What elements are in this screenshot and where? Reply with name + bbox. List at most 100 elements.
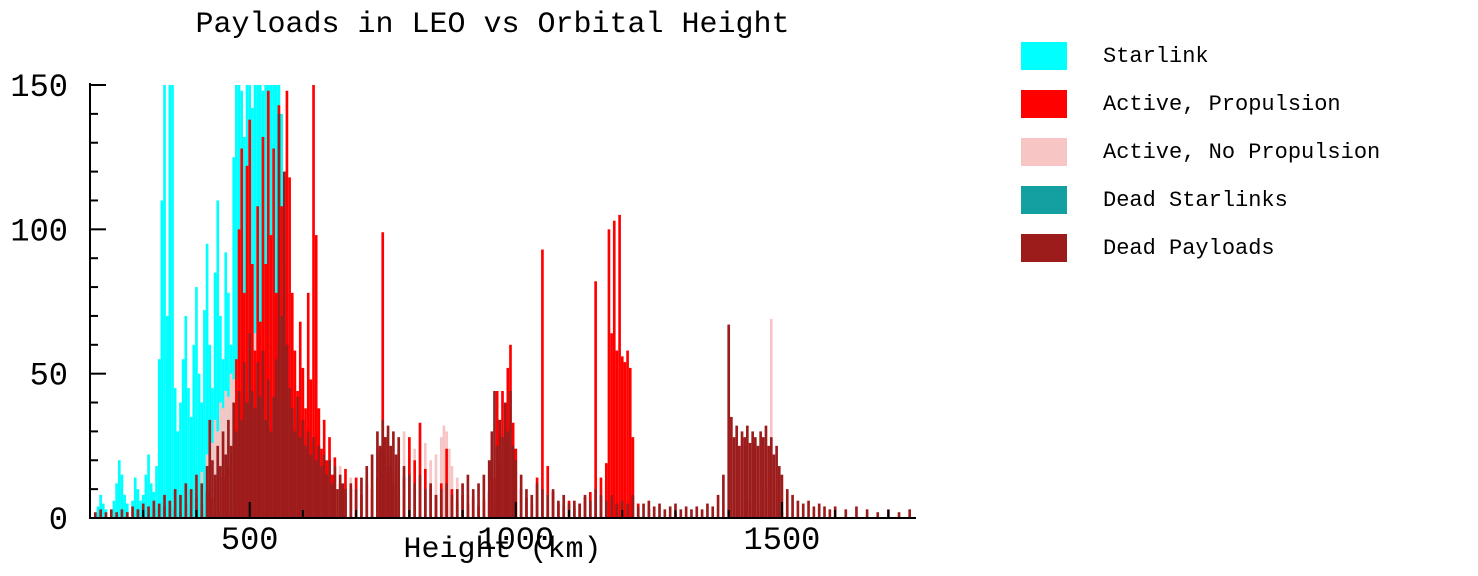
histogram-bar — [224, 454, 228, 518]
histogram-bar — [700, 509, 704, 518]
histogram-bar — [336, 489, 339, 518]
histogram-bar — [376, 431, 379, 518]
histogram-bar — [812, 506, 816, 518]
histogram-bar — [855, 506, 858, 518]
legend-label-dead-starlinks: Dead Starlinks — [1103, 187, 1288, 213]
histogram-bar — [152, 500, 156, 518]
histogram-bar — [519, 474, 523, 518]
histogram-bar — [136, 509, 140, 518]
histogram-bar — [738, 445, 741, 518]
histogram-bar — [727, 324, 731, 518]
histogram-bar — [269, 431, 273, 518]
histogram-bar — [434, 494, 438, 518]
histogram-bar — [133, 477, 137, 518]
histogram-bar — [312, 437, 315, 518]
histogram-bar — [477, 483, 480, 518]
histogram-bar — [626, 503, 629, 518]
histogram-bar — [187, 388, 190, 518]
histogram-bar — [541, 249, 544, 519]
histogram-bar — [256, 362, 259, 518]
histogram-bar — [620, 500, 624, 518]
histogram-bar — [759, 431, 762, 518]
histogram-bar — [557, 500, 560, 518]
histogram-bar — [237, 390, 241, 518]
histogram-bar — [205, 466, 209, 518]
histogram-bar — [743, 437, 747, 518]
histogram-bar — [147, 506, 150, 518]
histogram-bar — [594, 489, 597, 518]
histogram-bar — [144, 474, 148, 518]
histogram-bar — [285, 90, 289, 519]
histogram-bar — [264, 263, 267, 518]
histogram-bar — [844, 509, 848, 518]
histogram-bar — [594, 281, 597, 518]
histogram-bar — [165, 315, 169, 518]
histogram-bar — [115, 512, 118, 518]
histogram-bar — [498, 419, 502, 518]
histogram-bar — [211, 460, 214, 518]
y-tick-label: 50 — [30, 358, 68, 395]
x-axis-label: Height (km) — [403, 533, 602, 567]
histogram-bar — [266, 379, 270, 518]
histogram-bar — [240, 148, 244, 518]
histogram-bar — [232, 402, 236, 518]
legend-swatch-active-propulsion — [1021, 90, 1067, 118]
histogram-bar — [652, 506, 656, 518]
histogram-bar — [506, 431, 510, 518]
histogram-bar — [756, 445, 760, 518]
histogram-bar — [115, 483, 118, 518]
histogram-bar — [280, 315, 283, 518]
histogram-bar — [546, 466, 550, 518]
histogram-bar — [636, 506, 640, 518]
histogram-bar — [341, 483, 345, 518]
histogram-bar — [266, 90, 270, 519]
histogram-bar — [389, 445, 393, 518]
histogram-bar — [290, 292, 294, 518]
histogram-bar — [325, 474, 329, 518]
histogram-bar — [309, 454, 313, 518]
histogram-bar — [607, 229, 611, 518]
histogram-bar — [163, 494, 166, 518]
histogram-bar — [288, 177, 291, 518]
legend-item-starlink: Starlink — [1021, 42, 1380, 70]
histogram-bar — [384, 437, 387, 518]
axes — [89, 83, 916, 519]
histogram-bar — [402, 466, 406, 518]
histogram-bar — [740, 431, 744, 518]
histogram-bar — [200, 402, 204, 518]
histogram-bar — [99, 509, 102, 518]
histogram-bar — [482, 474, 486, 518]
histogram-bar — [588, 500, 592, 518]
histogram-bar — [610, 494, 613, 518]
histogram-bar — [631, 494, 635, 518]
legend-item-dead-starlinks: Dead Starlinks — [1021, 186, 1380, 214]
histogram-bar — [690, 509, 693, 518]
histogram-bar — [306, 292, 310, 518]
histogram-bar — [716, 494, 720, 518]
histogram-bar — [354, 489, 358, 518]
histogram-bar — [735, 425, 739, 518]
histogram-bar — [261, 350, 265, 518]
histogram-bar — [301, 419, 305, 518]
histogram-bar — [769, 437, 773, 518]
histogram-bar — [285, 344, 289, 518]
histogram-bar — [546, 494, 550, 518]
histogram-bar — [413, 483, 417, 518]
histogram-bar — [525, 489, 528, 518]
histogram-bar — [511, 445, 515, 518]
legend-label-active-propulsion: Active, Propulsion — [1103, 91, 1341, 117]
histogram-bar — [208, 419, 212, 518]
histogram-bar — [423, 489, 427, 518]
histogram-bar — [213, 272, 217, 518]
histogram-bar — [96, 506, 100, 518]
histogram-bar — [184, 315, 188, 518]
histogram-bar — [623, 362, 627, 518]
histogram-bar — [197, 373, 201, 518]
histogram-bar — [245, 402, 249, 518]
histogram-bar — [668, 506, 672, 518]
histogram-bar — [173, 388, 177, 518]
histogram-bar — [897, 512, 901, 518]
histogram-bar — [322, 454, 326, 518]
histogram-bar — [684, 506, 688, 518]
